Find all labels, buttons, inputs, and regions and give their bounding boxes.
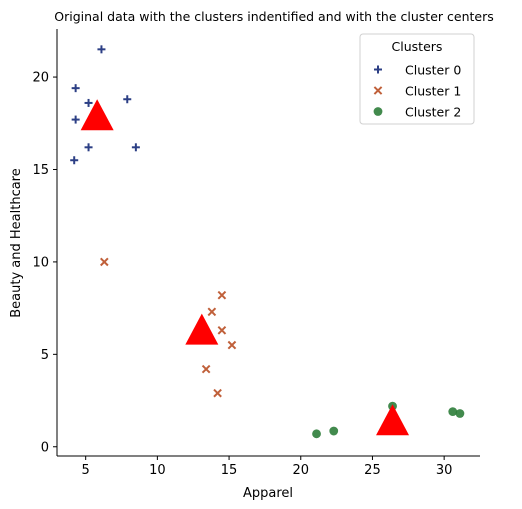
- x-tick-label: 20: [292, 463, 309, 478]
- legend-marker-1: [373, 86, 383, 95]
- cluster-2-point: [448, 407, 458, 417]
- cluster-0-point: [84, 98, 93, 107]
- y-tick-label: 20: [32, 71, 49, 86]
- cluster-0-point: [123, 95, 132, 104]
- cluster-1-point: [201, 364, 211, 374]
- y-tick-label: 10: [32, 255, 49, 270]
- legend-box: [359, 33, 475, 125]
- legend-marker-0: [374, 65, 382, 74]
- cluster-1-point: [217, 325, 227, 335]
- x-tick-label: 10: [149, 463, 166, 478]
- y-tick-label: 0: [41, 440, 49, 455]
- cluster-0-point: [131, 143, 140, 152]
- cluster-1-point: [213, 388, 222, 398]
- axes: 5 10 15 20 25 30 0 5 10 15 20: [32, 29, 480, 478]
- legend-title: Clusters: [392, 39, 443, 54]
- cluster-1-point: [227, 340, 237, 350]
- chart-title: Original data with the clusters indentif…: [54, 9, 493, 24]
- cluster-1-point: [217, 290, 227, 300]
- y-tick-label: 15: [32, 163, 49, 178]
- cluster-0-point: [70, 156, 79, 165]
- x-tick-label: 5: [82, 463, 90, 478]
- cluster-2-point: [312, 429, 321, 439]
- cluster-0-point: [71, 115, 80, 124]
- cluster-0-point: [71, 84, 80, 93]
- cluster-1-point: [207, 307, 217, 317]
- x-axis-label: Apparel: [243, 486, 293, 501]
- legend-entry-0: Cluster 0: [405, 63, 461, 78]
- data-points: [70, 45, 465, 439]
- legend: Clusters Cluster 0 Cluster 1 Cluster 2: [359, 33, 475, 125]
- cluster-0-point: [84, 143, 93, 152]
- x-tick-label: 15: [221, 463, 238, 478]
- y-axis-label: Beauty and Healthcare: [9, 168, 24, 318]
- y-tick-label: 5: [41, 348, 49, 363]
- legend-entry-1: Cluster 1: [405, 84, 461, 99]
- legend-entry-2: Cluster 2: [405, 105, 461, 120]
- cluster-1-point: [100, 257, 109, 267]
- cluster-centers: [80, 99, 410, 436]
- x-tick-label: 30: [436, 463, 453, 478]
- cluster-center-0: [80, 99, 114, 131]
- cluster-center-1: [185, 313, 219, 345]
- cluster-center-2: [376, 404, 410, 436]
- legend-marker-2: [373, 107, 383, 116]
- x-tick-label: 25: [364, 463, 381, 478]
- cluster-0-point: [97, 45, 106, 54]
- cluster-2-point: [329, 426, 339, 436]
- cluster-2-point: [455, 409, 465, 418]
